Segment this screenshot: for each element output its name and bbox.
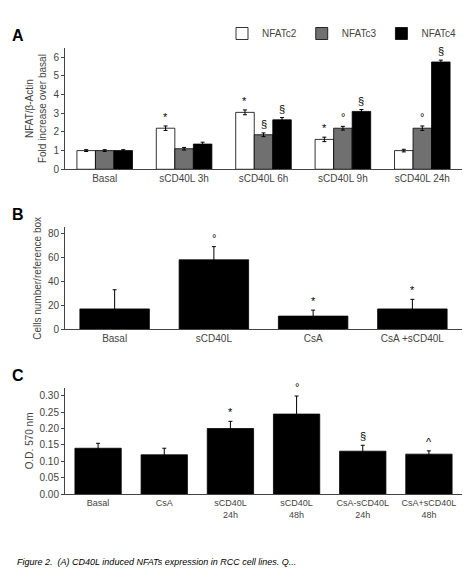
svg-text:NFATc3: NFATc3: [342, 28, 377, 39]
svg-text:Basal: Basal: [92, 173, 117, 184]
svg-text:sCD40L24h: sCD40L24h: [214, 498, 247, 520]
svg-text:C: C: [12, 367, 24, 384]
svg-text:5: 5: [53, 70, 59, 81]
svg-text:^: ^: [426, 436, 432, 448]
svg-text:sCD40L 6h: sCD40L 6h: [239, 173, 289, 184]
svg-text:*: *: [311, 295, 316, 307]
svg-text:*: *: [228, 406, 233, 418]
svg-text:°: °: [212, 232, 216, 244]
svg-text:0.30: 0.30: [40, 390, 60, 401]
svg-text:NFATc2: NFATc2: [262, 28, 297, 39]
svg-text:A: A: [12, 27, 24, 44]
svg-text:°: °: [420, 111, 424, 123]
svg-text:°: °: [295, 381, 299, 393]
svg-text:0.00: 0.00: [40, 489, 60, 500]
svg-text:20: 20: [48, 300, 60, 311]
svg-text:1: 1: [53, 145, 59, 156]
svg-text:0.10: 0.10: [40, 456, 60, 467]
svg-text:*: *: [410, 284, 415, 296]
svg-text:§: §: [358, 95, 364, 107]
svg-text:sCD40L48h: sCD40L48h: [280, 498, 313, 520]
svg-text:§: §: [261, 118, 267, 130]
svg-text:B: B: [12, 206, 24, 223]
svg-text:2: 2: [53, 126, 59, 137]
svg-text:§: §: [279, 103, 285, 115]
svg-text:*: *: [322, 122, 327, 134]
svg-text:60: 60: [48, 252, 60, 263]
svg-text:CsA +sCD40L: CsA +sCD40L: [381, 333, 445, 344]
svg-text:O.D. 570 nm: O.D. 570 nm: [24, 412, 35, 469]
svg-text:Basal: Basal: [102, 333, 127, 344]
svg-text:§: §: [438, 45, 444, 57]
svg-text:Figure 2. (A) CD40L induced N: Figure 2. (A) CD40L induced NFATs expres…: [17, 557, 296, 567]
svg-text:0.05: 0.05: [40, 472, 60, 483]
svg-text:0: 0: [53, 164, 59, 175]
svg-text:Cells number/reference box: Cells number/reference box: [32, 217, 43, 340]
svg-text:3: 3: [53, 108, 59, 119]
svg-text:0: 0: [53, 324, 59, 335]
svg-text:CsA-sCD40L24h: CsA-sCD40L24h: [336, 498, 389, 520]
svg-text:*: *: [163, 111, 168, 123]
svg-text:°: °: [341, 111, 345, 123]
svg-text:0.20: 0.20: [40, 423, 60, 434]
svg-text:0.15: 0.15: [40, 439, 60, 450]
svg-text:6: 6: [53, 52, 59, 63]
svg-text:NFATc4: NFATc4: [421, 28, 456, 39]
svg-text:sCD40L: sCD40L: [196, 333, 233, 344]
svg-text:sCD40L 24h: sCD40L 24h: [395, 173, 450, 184]
svg-text:sCD40L 3h: sCD40L 3h: [159, 173, 209, 184]
svg-text:NFAT/β-ActinFold increase over: NFAT/β-ActinFold increase over basal: [24, 54, 48, 163]
svg-text:sCD40L 9h: sCD40L 9h: [318, 173, 368, 184]
svg-text:CsA: CsA: [304, 333, 323, 344]
svg-text:4: 4: [53, 89, 59, 100]
svg-text:§: §: [360, 430, 366, 442]
svg-text:Basal: Basal: [87, 498, 110, 508]
svg-text:80: 80: [48, 228, 60, 239]
svg-text:CsA+sCD40L48h: CsA+sCD40L48h: [402, 498, 457, 520]
svg-text:CsA: CsA: [156, 498, 173, 508]
svg-text:0.25: 0.25: [40, 407, 60, 418]
svg-text:40: 40: [48, 276, 60, 287]
svg-text:*: *: [242, 95, 247, 107]
